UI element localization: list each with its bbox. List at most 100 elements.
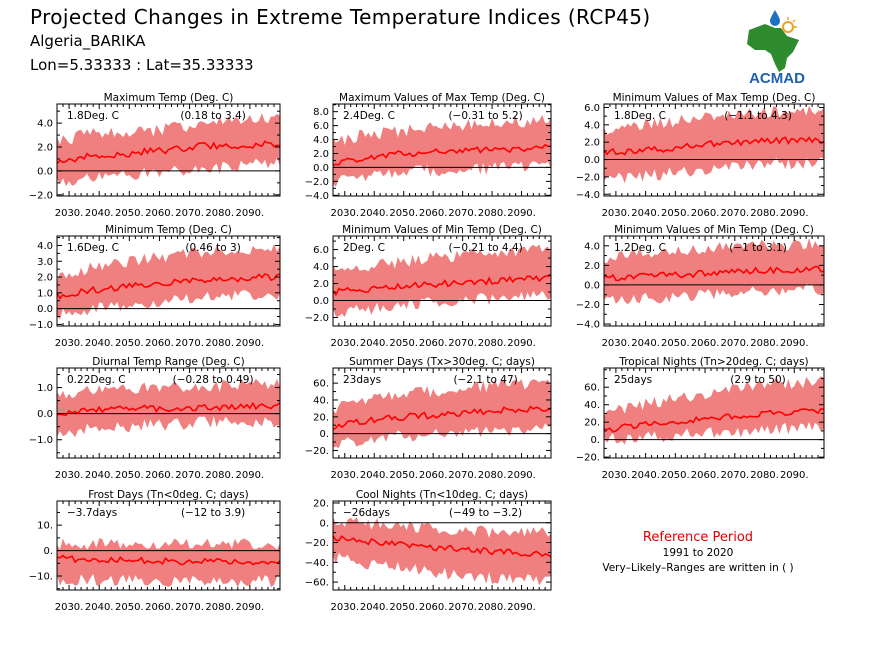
x-tick-label: 2050.: [115, 602, 144, 613]
chart-range: (−0.21 to 4.4): [448, 242, 522, 254]
median-line: [332, 535, 552, 558]
y-tick-label: 0.: [319, 518, 329, 529]
chart-annotation: 25days: [614, 374, 652, 386]
x-tick-label: 2060.: [691, 470, 720, 481]
y-tick-label: −4.0: [576, 320, 600, 331]
station-name: Algeria_BARIKA: [30, 32, 146, 50]
chart-range: (2.9 to 50): [730, 374, 785, 386]
median-line: [56, 273, 281, 300]
median-line: [603, 265, 825, 282]
x-tick-label: 2040.: [85, 602, 114, 613]
chart-annotation: 1.8Deg. C: [614, 110, 666, 122]
page-title: Projected Changes in Extreme Temperature…: [30, 5, 651, 29]
x-tick-label: 2070.: [448, 470, 477, 481]
chart-panel: −20. 0. 20. 40. 60. 2030. 2040. 2050. 2060. 2070.…: [305, 356, 552, 481]
y-tick-label: 6.0: [584, 103, 600, 114]
y-tick-label: 60.: [313, 379, 329, 390]
x-tick-label: 2040.: [360, 602, 389, 613]
x-tick-label: 2030.: [602, 338, 631, 349]
x-tick-label: 2040.: [360, 470, 389, 481]
chart-title: Diurnal Temp Range (Deg. C): [92, 356, 244, 368]
x-tick-label: 2030.: [330, 602, 359, 613]
y-tick-label: −2.0: [576, 300, 600, 311]
y-tick-label: −4.0: [576, 190, 600, 201]
x-tick-label: 2030.: [55, 602, 84, 613]
x-tick-label: 2030.: [55, 470, 84, 481]
plot-frame: [332, 500, 552, 591]
x-tick-label: 2080.: [478, 470, 507, 481]
x-tick-label: 2040.: [360, 208, 389, 219]
x-tick-label: 2060.: [419, 338, 448, 349]
chart-title: Minimum Temp (Deg. C): [105, 224, 232, 236]
x-tick-label: 2080.: [750, 208, 779, 219]
plot-frame: [56, 235, 281, 327]
median-line: [332, 405, 552, 431]
y-tick-label: 2.0: [313, 279, 329, 290]
chart-annotation: 1.8Deg. C: [67, 110, 119, 122]
y-tick-label: 20.: [584, 418, 600, 429]
x-tick-label: 2070.: [720, 470, 749, 481]
x-tick-label: 2090.: [780, 338, 809, 349]
uncertainty-band: [333, 516, 551, 586]
x-tick-label: 2070.: [175, 208, 204, 219]
x-tick-label: 2060.: [691, 208, 720, 219]
y-tick-label: −60.: [305, 578, 329, 589]
x-tick-label: 2060.: [145, 338, 174, 349]
chart-range: (−49 to −3.2): [449, 507, 522, 519]
median-line: [332, 274, 552, 297]
y-tick-label: −1.0: [29, 435, 53, 446]
y-tick-label: 4.0: [37, 241, 53, 252]
chart-panel: −4.0 −2.0 0.0 2.0 4.0 2030. 2040. 2050. 2060. 207…: [576, 224, 825, 349]
plot-frame: [56, 500, 281, 591]
median-line: [56, 140, 281, 165]
plot-frame: [56, 367, 281, 459]
y-tick-label: 20.: [313, 498, 329, 509]
y-tick-label: 8.0: [313, 107, 329, 118]
africa-shape: [747, 24, 799, 72]
x-tick-label: 2070.: [448, 208, 477, 219]
chart-panel: −2.0 0.0 2.0 4.0 6.0 2030. 2040. 2050. 2060. 2070…: [305, 224, 552, 349]
x-tick-label: 2070.: [720, 208, 749, 219]
y-tick-label: 4.0: [584, 241, 600, 252]
x-tick-label: 2090.: [780, 208, 809, 219]
chart-range: (−0.28 to 0.49): [173, 374, 254, 386]
y-tick-label: 40.: [584, 400, 600, 411]
x-tick-label: 2040.: [631, 338, 660, 349]
chart-annotation: 0.22Deg. C: [67, 374, 126, 386]
y-tick-label: 0.0: [584, 280, 600, 291]
y-tick-label: 0.0: [584, 155, 600, 166]
x-tick-label: 2090.: [236, 338, 265, 349]
reference-note: Very–Likely–Ranges are written in ( ): [602, 562, 794, 574]
x-tick-label: 2080.: [478, 338, 507, 349]
x-tick-label: 2040.: [631, 208, 660, 219]
chart-title: Tropical Nights (Tn>20deg. C; days): [618, 356, 808, 368]
y-tick-label: 2.0: [584, 261, 600, 272]
y-tick-label: 2.0: [37, 143, 53, 154]
y-tick-label: 40.: [313, 395, 329, 406]
x-tick-label: 2060.: [419, 602, 448, 613]
x-tick-label: 2050.: [661, 470, 690, 481]
y-tick-label: 6.0: [313, 245, 329, 256]
uncertainty-band: [604, 105, 824, 184]
y-tick-label: −2.0: [305, 313, 329, 324]
median-line: [603, 408, 825, 433]
y-tick-label: 0.0: [37, 304, 53, 315]
x-tick-label: 2060.: [145, 470, 174, 481]
chart-panel: −60. −40. −20. 0. 20. 2030. 2040. 2050. 2060. 207…: [305, 489, 552, 613]
chart-annotation: 1.2Deg. C: [614, 242, 666, 254]
chart-title: Minimum Values of Min Temp (Deg. C): [342, 224, 542, 236]
y-tick-label: 2.0: [37, 273, 53, 284]
median-line: [332, 143, 552, 166]
chart-title: Frost Days (Tn<0deg. C; days): [88, 489, 248, 501]
chart-annotation: −3.7days: [67, 507, 117, 519]
x-tick-label: 2090.: [780, 470, 809, 481]
x-tick-label: 2060.: [145, 602, 174, 613]
x-tick-label: 2050.: [661, 338, 690, 349]
y-tick-label: 1.0: [37, 383, 53, 394]
y-tick-label: −20.: [576, 453, 600, 464]
y-tick-label: 0.0: [313, 296, 329, 307]
reference-period-years: 1991 to 2020: [662, 547, 734, 559]
uncertainty-band: [604, 376, 824, 445]
x-tick-label: 2080.: [205, 338, 234, 349]
x-tick-label: 2080.: [750, 338, 779, 349]
